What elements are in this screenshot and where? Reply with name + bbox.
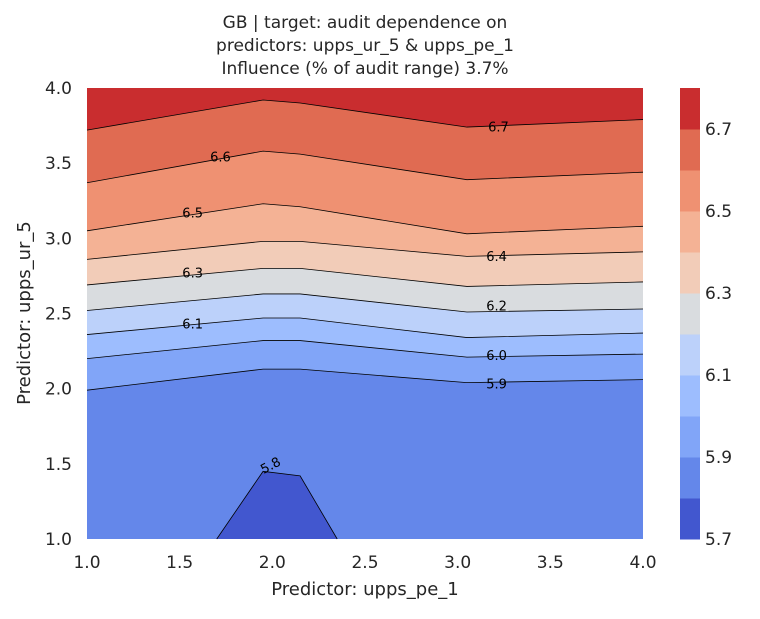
- contour-line-6.65: [86, 99, 644, 131]
- x-tick-label: 3.5: [537, 553, 564, 573]
- colorbar-tick-label: 6.7: [705, 120, 732, 140]
- x-tick-label: 4.0: [629, 553, 656, 573]
- y-axis-ticks: 1.0 1.5 2.0 2.5 3.0 3.5 4.0: [45, 79, 72, 550]
- contour-label: 5.9: [486, 378, 507, 393]
- y-tick-label: 4.0: [45, 79, 72, 99]
- colorbar-band: [680, 88, 700, 130]
- contour-label: 6.7: [488, 121, 509, 136]
- contour-band-6.65: [87, 88, 643, 131]
- colorbar-band: [680, 375, 700, 417]
- colorbar-band: [680, 416, 700, 458]
- contour-line-6.2: [86, 267, 644, 287]
- contour-label-group: 6.6: [210, 151, 231, 166]
- x-tick-label: 2.5: [351, 553, 378, 573]
- contour-band-6.45: [87, 151, 643, 234]
- colorbar-tick-label: 6.1: [705, 366, 732, 386]
- title-line-3: Influence (% of audit range) 3.7%: [221, 59, 508, 79]
- colorbar-band: [680, 457, 700, 499]
- title-line-1: GB | target: audit dependence on: [223, 13, 508, 33]
- x-tick-label: 2.0: [259, 553, 286, 573]
- contour-band-6.2: [87, 241, 643, 287]
- colorbar-tick-label: 6.3: [705, 284, 732, 304]
- contour-label-group: 6.0: [486, 349, 507, 364]
- contour-band-6.55: [87, 100, 643, 183]
- contour-line-6.55: [86, 150, 644, 184]
- x-tick-label: 3.0: [444, 553, 471, 573]
- colorbar-band: [680, 498, 700, 540]
- contour-line-6: [86, 317, 644, 338]
- colorbar-band: [680, 252, 700, 294]
- contour-line-5.85: [86, 368, 644, 391]
- contour-label-group: 6.3: [182, 266, 203, 281]
- colorbar-band: [680, 170, 700, 212]
- x-axis-label: Predictor: upps_pe_1: [271, 579, 458, 600]
- colorbar-band: [680, 293, 700, 335]
- contour-band-6: [87, 293, 643, 338]
- contour-line-6.1: [86, 293, 644, 313]
- x-tick-label: 1.0: [73, 553, 100, 573]
- contour-label-group: 6.5: [182, 206, 203, 221]
- x-tick-label: 1.5: [166, 553, 193, 573]
- colorbar-band: [680, 129, 700, 171]
- contour-line-5.9: [86, 340, 644, 359]
- y-tick-label: 2.0: [45, 380, 72, 400]
- contour-label: 6.3: [182, 266, 203, 281]
- contour-label-group: 5.9: [486, 378, 507, 393]
- x-axis-ticks: 1.0 1.5 2.0 2.5 3.0 3.5 4.0: [73, 553, 656, 573]
- contour-band-5.85: [87, 340, 643, 391]
- contour-label-group: 6.7: [488, 121, 509, 136]
- plot-area: 5.85.96.06.16.26.36.46.56.66.7: [86, 88, 644, 540]
- y-tick-label: 2.5: [45, 305, 72, 325]
- contour-label: 6.1: [182, 318, 203, 333]
- y-tick-label: 1.5: [45, 455, 72, 475]
- contour-line-5.8: [216, 470, 338, 540]
- chart-title: GB | target: audit dependence on predict…: [216, 13, 514, 79]
- contour-band-6.3: [87, 203, 643, 260]
- contour-label: 6.2: [486, 299, 507, 314]
- colorbar-tick-label: 5.9: [705, 448, 732, 468]
- title-line-2: predictors: upps_ur_5 & upps_pe_1: [216, 36, 514, 56]
- colorbar-tick-label: 6.5: [705, 202, 732, 222]
- contour-band-5.9: [87, 318, 643, 359]
- colorbar-ticks: 5.7 5.9 6.1 6.3 6.5 6.7: [705, 120, 732, 550]
- contour-label-group: 6.2: [486, 299, 507, 314]
- contour-label-group: 6.4: [486, 250, 507, 265]
- contour-band-6.1: [87, 268, 643, 312]
- contour-label-group: 6.1: [182, 318, 203, 333]
- colorbar-tick-label: 5.7: [705, 530, 732, 550]
- contour-label: 6.0: [486, 349, 507, 364]
- colorbar-band: [680, 211, 700, 253]
- colorbar: [680, 88, 700, 540]
- y-tick-label: 3.0: [45, 229, 72, 249]
- contour-label: 6.4: [486, 250, 507, 265]
- y-tick-label: 1.0: [45, 530, 72, 550]
- contour-label: 6.5: [182, 206, 203, 221]
- contour-line-6.3: [86, 240, 644, 260]
- contour-line-6.45: [86, 203, 644, 235]
- colorbar-band: [680, 334, 700, 376]
- y-tick-label: 3.5: [45, 154, 72, 174]
- y-axis-label: Predictor: upps_ur_5: [14, 221, 35, 405]
- contour-label: 6.6: [210, 151, 231, 166]
